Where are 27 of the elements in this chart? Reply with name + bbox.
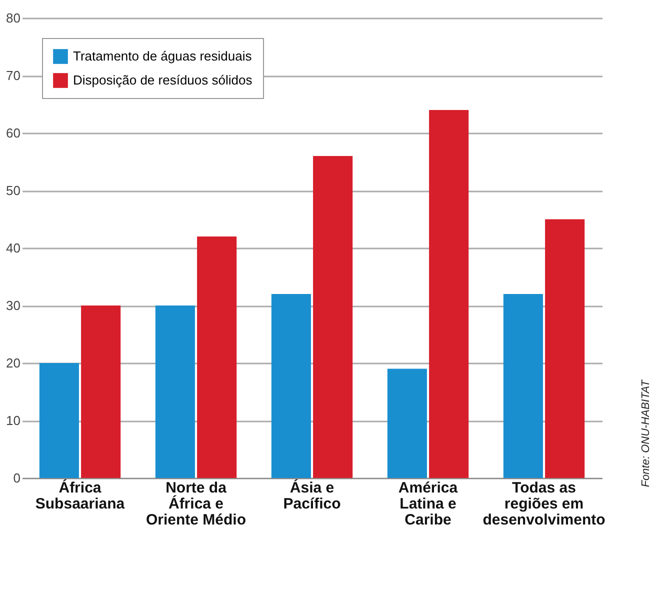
y-tick-label: 20 — [6, 356, 20, 370]
y-tick-label: 40 — [6, 240, 20, 256]
legend-label: Disposição de resíduos sólidos — [73, 72, 253, 88]
x-tick-label: Ásia e Pacífico — [283, 478, 341, 512]
y-tick-label: 10 — [6, 413, 20, 428]
y-tick-label: 70 — [6, 68, 20, 83]
bar — [387, 368, 427, 478]
bar — [503, 294, 543, 478]
x-tick-label: Todas as regiões em desenvolvimento — [482, 480, 606, 528]
y-tick-label: 0 — [13, 470, 20, 486]
bar — [39, 363, 79, 478]
x-tick-label: África Subsaariana — [35, 478, 126, 512]
bar — [197, 236, 237, 478]
bar — [155, 306, 195, 478]
y-tick-label: 80 — [6, 10, 20, 26]
legend-label: Tratamento de águas residuais — [73, 48, 252, 64]
bar — [313, 156, 353, 478]
bar — [81, 306, 121, 478]
bar — [271, 294, 311, 478]
y-tick-label: 30 — [6, 298, 20, 313]
source-note: Fonte: ONU-HABITAT — [640, 380, 652, 488]
y-tick-label: 60 — [6, 126, 20, 140]
bar — [429, 110, 469, 478]
bar — [545, 219, 585, 478]
x-tick-label: Norte da África e Oriente Médio — [146, 480, 246, 528]
y-tick-label: 50 — [6, 183, 20, 198]
x-tick-label: América Latina e Caribe — [398, 480, 458, 528]
